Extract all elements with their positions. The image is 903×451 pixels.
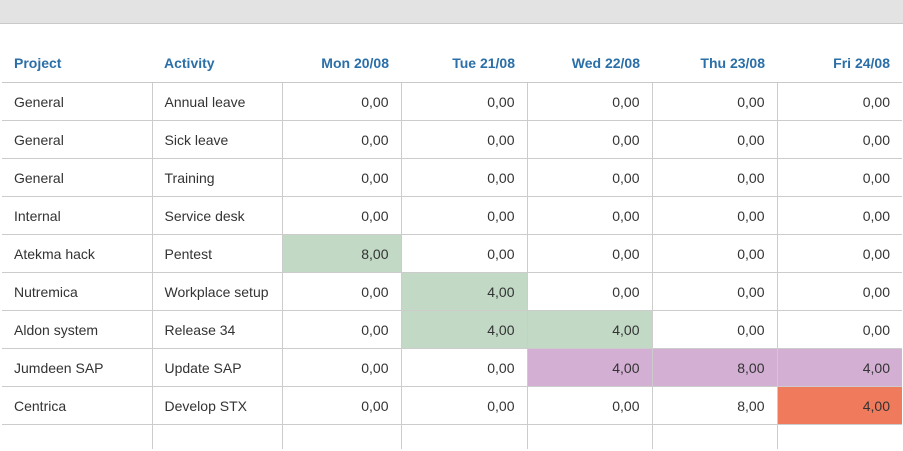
hours-cell[interactable]: 0,00: [652, 196, 778, 235]
hours-cell[interactable]: 0,00: [401, 158, 528, 197]
empty-row: [2, 424, 902, 450]
project-cell: General: [2, 82, 153, 121]
hours-cell[interactable]: 0,00: [527, 272, 653, 311]
hours-cell[interactable]: 0,00: [777, 234, 902, 273]
hours-cell[interactable]: 0,00: [777, 196, 902, 235]
table-row: Atekma hack Pentest 8,00 0,00 0,00 0,00 0,00: [2, 234, 902, 273]
project-cell: Centrica: [2, 386, 153, 425]
project-cell: General: [2, 158, 153, 197]
hours-cell[interactable]: 4,00: [527, 310, 653, 349]
hours-cell[interactable]: 0,00: [652, 82, 778, 121]
hours-cell[interactable]: 4,00: [401, 272, 528, 311]
activity-cell: Pentest: [152, 234, 283, 273]
hours-cell[interactable]: 0,00: [527, 120, 653, 159]
hours-cell[interactable]: 0,00: [652, 120, 778, 159]
empty-cell[interactable]: [777, 425, 902, 450]
hours-cell[interactable]: 8,00: [652, 386, 778, 425]
column-header-day[interactable]: Wed 22/08: [527, 44, 652, 83]
hours-cell[interactable]: 0,00: [527, 196, 653, 235]
table-row: General Training 0,00 0,00 0,00 0,00 0,00: [2, 158, 902, 197]
hours-cell[interactable]: 0,00: [652, 158, 778, 197]
empty-cell[interactable]: [2, 424, 153, 449]
activity-cell: Service desk: [152, 196, 283, 235]
column-header-day[interactable]: Tue 21/08: [401, 44, 527, 83]
hours-cell[interactable]: 4,00: [527, 348, 653, 387]
empty-cell[interactable]: [152, 424, 283, 449]
project-cell: General: [2, 120, 153, 159]
hours-cell[interactable]: 0,00: [282, 386, 402, 425]
activity-cell: Annual leave: [152, 82, 283, 121]
hours-cell[interactable]: 0,00: [282, 196, 402, 235]
hours-cell[interactable]: 0,00: [527, 158, 653, 197]
activity-cell: Release 34: [152, 310, 283, 349]
column-header-project[interactable]: Project: [2, 44, 152, 83]
top-toolbar: [0, 0, 903, 24]
column-header-day[interactable]: Thu 23/08: [652, 44, 777, 83]
empty-cell[interactable]: [282, 424, 402, 449]
activity-cell: Develop STX: [152, 386, 283, 425]
hours-cell[interactable]: 0,00: [652, 272, 778, 311]
hours-cell[interactable]: 0,00: [401, 82, 528, 121]
hours-cell[interactable]: 0,00: [527, 234, 653, 273]
hours-cell[interactable]: 0,00: [527, 82, 653, 121]
project-cell: Nutremica: [2, 272, 153, 311]
timesheet-table: Project Activity Mon 20/08 Tue 21/08 Wed…: [2, 44, 902, 449]
hours-cell[interactable]: 0,00: [777, 310, 902, 349]
column-header-activity[interactable]: Activity: [152, 44, 282, 83]
table-row: Nutremica Workplace setup 0,00 4,00 0,00 0,00…: [2, 272, 902, 311]
empty-cell[interactable]: [401, 424, 528, 449]
header-row: Project Activity Mon 20/08 Tue 21/08 Wed…: [2, 44, 902, 83]
hours-cell[interactable]: 4,00: [777, 386, 902, 425]
table-row: General Sick leave 0,00 0,00 0,00 0,00 0,00: [2, 120, 902, 159]
hours-cell[interactable]: 0,00: [652, 310, 778, 349]
hours-cell[interactable]: 0,00: [527, 386, 653, 425]
project-cell: Jumdeen SAP: [2, 348, 153, 387]
project-cell: Internal: [2, 196, 153, 235]
hours-cell[interactable]: 0,00: [401, 120, 528, 159]
hours-cell[interactable]: 0,00: [282, 158, 402, 197]
hours-cell[interactable]: 0,00: [282, 310, 402, 349]
hours-cell[interactable]: 4,00: [401, 310, 528, 349]
hours-cell[interactable]: 8,00: [652, 348, 778, 387]
activity-cell: Sick leave: [152, 120, 283, 159]
hours-cell[interactable]: 4,00: [777, 348, 902, 387]
table-row: Aldon system Release 34 0,00 4,00 4,00 0,00 0,…: [2, 310, 902, 349]
hours-cell[interactable]: 0,00: [777, 158, 902, 197]
empty-cell[interactable]: [527, 424, 653, 449]
activity-cell: Workplace setup: [152, 272, 283, 311]
hours-cell[interactable]: 0,00: [401, 234, 528, 273]
hours-cell[interactable]: 0,00: [777, 272, 902, 311]
column-header-day[interactable]: Mon 20/08: [282, 44, 401, 83]
hours-cell[interactable]: 0,00: [282, 120, 402, 159]
hours-cell[interactable]: 0,00: [282, 348, 402, 387]
table-row: Jumdeen SAP Update SAP 0,00 0,00 4,00 8,00 4,0…: [2, 348, 902, 387]
hours-cell[interactable]: 0,00: [401, 196, 528, 235]
project-cell: Atekma hack: [2, 234, 153, 273]
table-row: Internal Service desk 0,00 0,00 0,00 0,00 0,00: [2, 196, 902, 235]
empty-cell[interactable]: [652, 424, 778, 449]
project-cell: Aldon system: [2, 310, 153, 349]
hours-cell[interactable]: 0,00: [282, 272, 402, 311]
activity-cell: Update SAP: [152, 348, 283, 387]
table-row: Centrica Develop STX 0,00 0,00 0,00 8,00 4,00: [2, 386, 902, 425]
hours-cell[interactable]: 0,00: [282, 82, 402, 121]
hours-cell[interactable]: 0,00: [652, 234, 778, 273]
table-row: General Annual leave 0,00 0,00 0,00 0,00 0,00: [2, 82, 902, 121]
hours-cell[interactable]: 0,00: [401, 348, 528, 387]
activity-cell: Training: [152, 158, 283, 197]
hours-cell[interactable]: 0,00: [777, 120, 902, 159]
hours-cell[interactable]: 0,00: [777, 82, 902, 121]
hours-cell[interactable]: 0,00: [401, 386, 528, 425]
hours-cell[interactable]: 8,00: [282, 234, 402, 273]
column-header-day[interactable]: Fri 24/08: [777, 44, 902, 83]
